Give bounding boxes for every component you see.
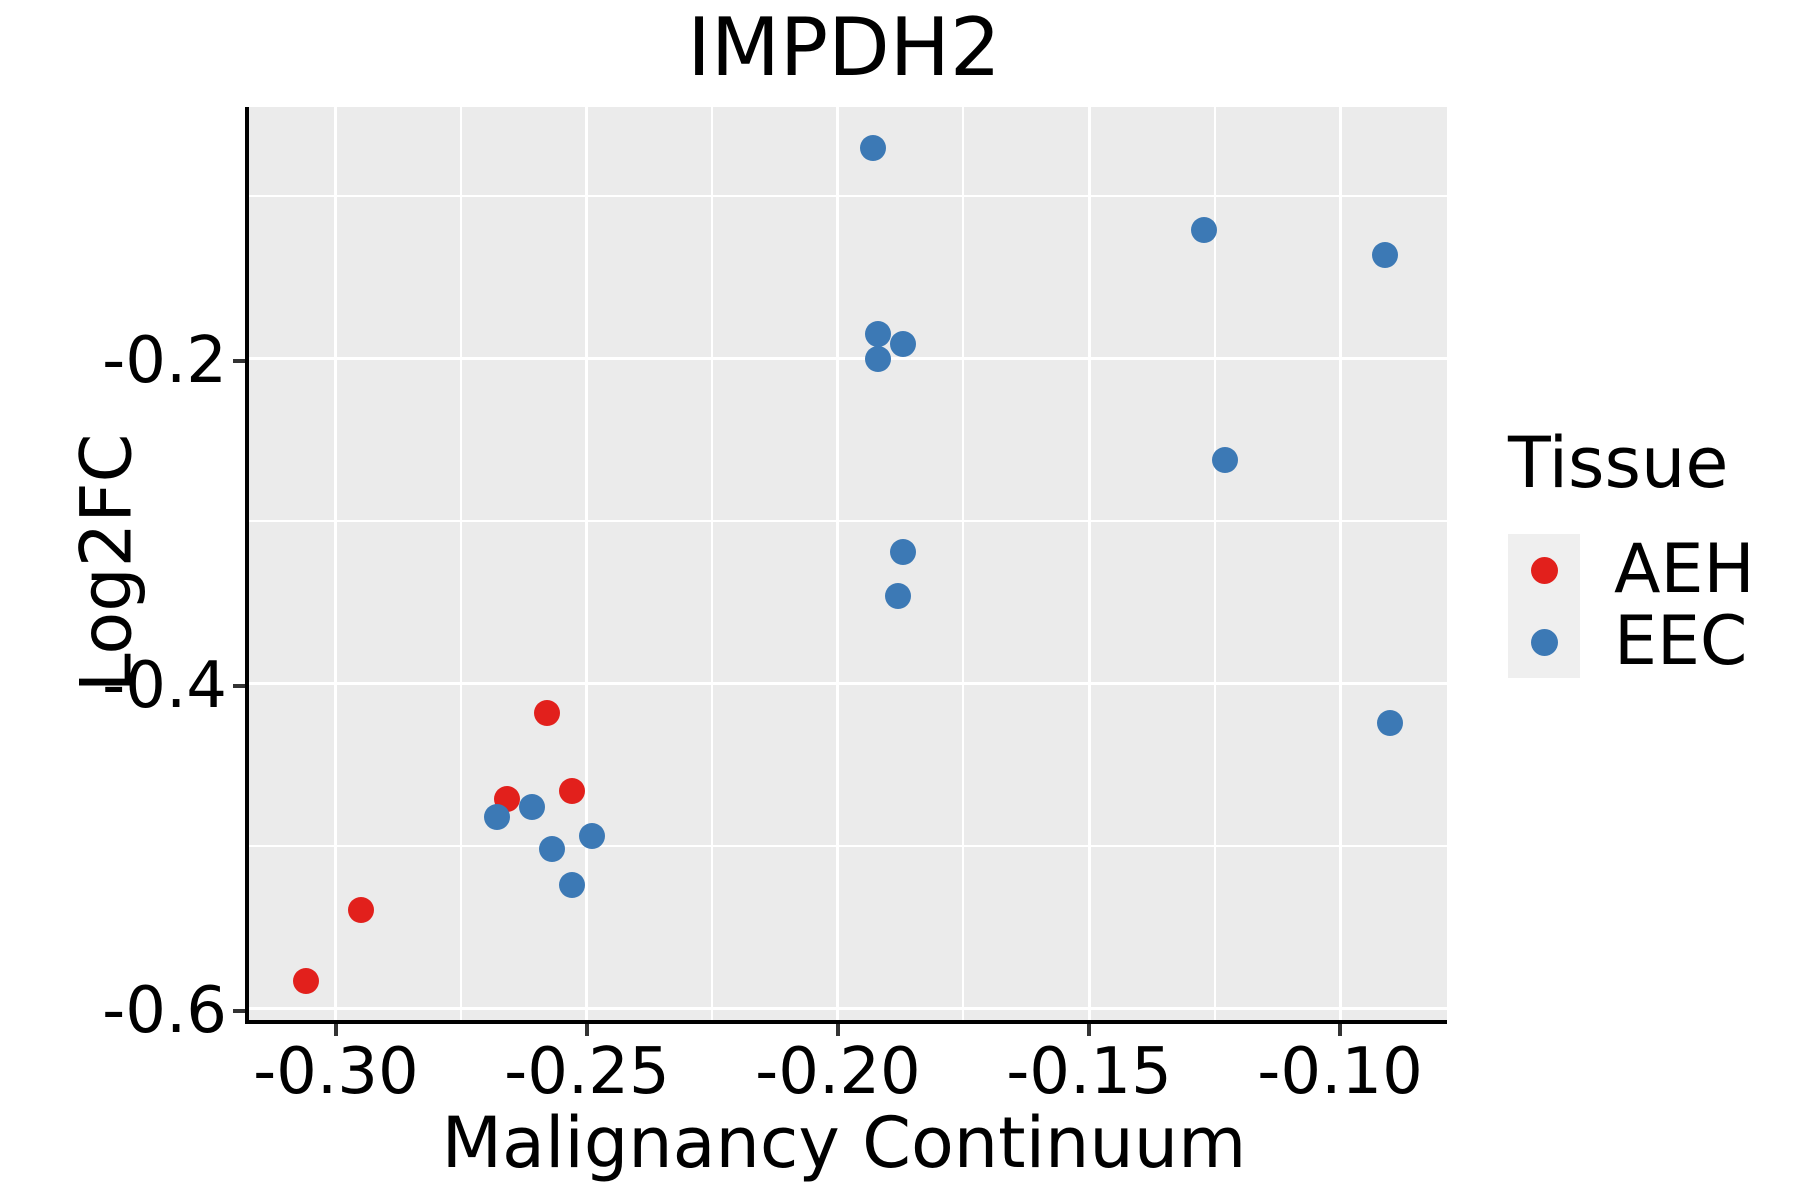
major-gridline-horizontal [249,357,1447,361]
major-gridline-vertical [585,107,589,1020]
x-tick-label: -0.25 [504,1035,670,1109]
data-point-aeh [533,699,560,726]
legend-title: Tissue [1508,422,1729,504]
y-tick-mark [233,1008,245,1013]
major-gridline-vertical [1087,107,1091,1020]
major-gridline-vertical [836,107,840,1020]
data-point-eec [1191,217,1218,244]
major-gridline-horizontal [249,682,1447,686]
minor-gridline-horizontal [249,845,1447,848]
plot-panel [245,107,1447,1024]
x-tick-mark [1338,1024,1343,1036]
data-point-eec [483,803,510,830]
x-tick-mark [1087,1024,1091,1036]
data-point-eec [885,582,912,609]
y-tick-mark [233,358,245,363]
data-point-eec [1211,446,1238,473]
aeh-marker-icon [1530,556,1558,584]
data-point-eec [1372,241,1399,268]
data-point-aeh [558,777,585,804]
x-axis-label: Malignancy Continuum [441,1102,1247,1184]
data-point-eec [1377,709,1404,736]
legend-item-aeh: AEH [1508,534,1755,606]
y-tick-mark [233,683,245,688]
data-point-eec [890,331,917,358]
x-tick-mark [333,1024,338,1036]
data-point-eec [558,872,585,899]
data-point-eec [578,823,605,850]
data-point-eec [865,321,892,348]
minor-gridline-horizontal [249,520,1447,523]
eec-marker-icon [1530,628,1558,656]
y-tick-label: -0.6 [102,973,227,1048]
y-tick-label: -0.2 [102,323,227,398]
x-tick-mark [584,1024,589,1036]
major-gridline-vertical [334,107,338,1020]
minor-gridline-vertical [711,107,714,1020]
minor-gridline-vertical [460,107,463,1020]
legend-label-aeh: AEH [1614,530,1755,609]
data-point-eec [890,539,917,566]
minor-gridline-vertical [962,107,965,1020]
x-tick-label: -0.30 [253,1035,419,1109]
legend-label-eec: EEC [1614,602,1748,681]
legend: Tissue AEH EEC [1508,428,1755,678]
data-point-eec [860,134,887,161]
x-tick-label: -0.15 [1006,1035,1172,1109]
data-point-eec [538,836,565,863]
x-tick-label: -0.10 [1257,1035,1423,1109]
data-point-aeh [347,896,374,923]
minor-gridline-vertical [1213,107,1216,1020]
plot-title: IMPDH2 [687,1,1001,94]
data-point-aeh [292,968,319,994]
legend-key-box [1508,606,1580,678]
legend-item-eec: EEC [1508,606,1755,678]
major-gridline-horizontal [249,1007,1447,1011]
major-gridline-vertical [1338,107,1342,1020]
x-tick-mark [835,1024,840,1036]
x-tick-label: -0.20 [755,1035,921,1109]
legend-key-box [1508,534,1580,606]
y-tick-label: -0.4 [102,648,227,723]
minor-gridline-horizontal [249,195,1447,198]
data-point-eec [865,345,892,372]
data-point-eec [518,794,545,821]
